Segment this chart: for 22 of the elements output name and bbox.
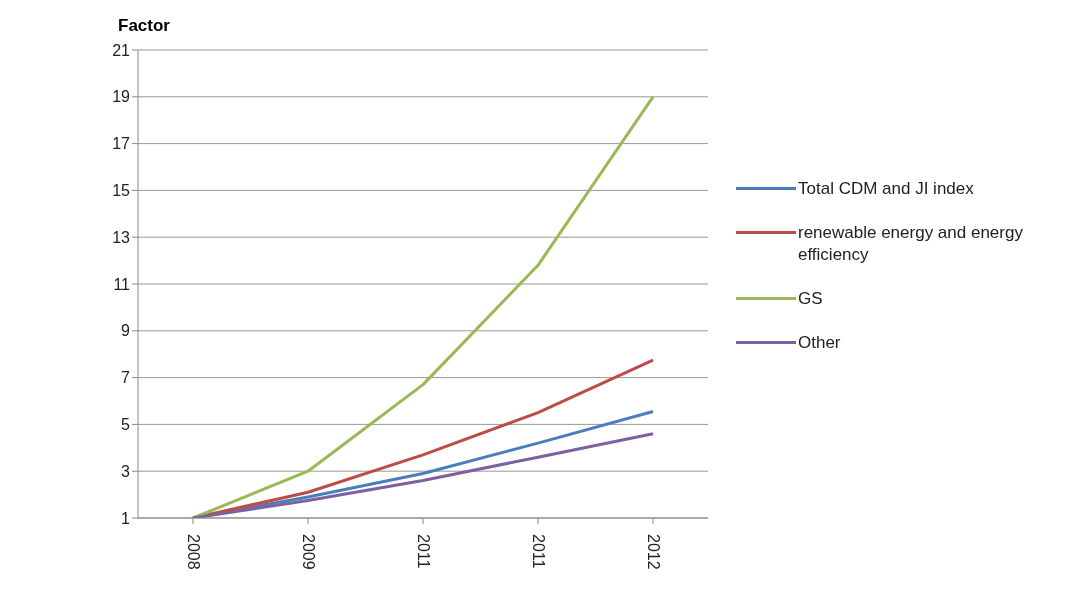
- x-tick-label: 2011: [529, 534, 547, 569]
- legend-label: Other: [798, 332, 841, 354]
- y-tick-label: 7: [121, 369, 131, 387]
- y-tick-label: 11: [113, 275, 131, 293]
- y-tick-label: 21: [112, 41, 131, 59]
- y-tick-label: 1: [121, 509, 131, 527]
- y-tick-label: 17: [112, 135, 131, 153]
- y-tick-label: 19: [112, 88, 131, 106]
- y-tick-label: 15: [112, 182, 131, 200]
- legend-label: Total CDM and JI index: [798, 178, 974, 200]
- y-tick-label: 3: [121, 462, 131, 480]
- legend-label: GS: [798, 288, 823, 310]
- y-tick-label: 13: [112, 228, 131, 246]
- legend-label: renewable energy and energy efficiency: [798, 222, 1024, 266]
- x-tick-label: 2009: [299, 534, 317, 570]
- x-tick-label: 2012: [644, 534, 662, 570]
- line-series: [191, 432, 655, 518]
- y-axis-title: Factor: [118, 16, 170, 36]
- y-tick-label: 9: [121, 322, 131, 340]
- x-tick-label: 2008: [184, 534, 202, 570]
- x-tick-label: 2011: [414, 534, 432, 569]
- y-tick-label: 5: [121, 416, 131, 434]
